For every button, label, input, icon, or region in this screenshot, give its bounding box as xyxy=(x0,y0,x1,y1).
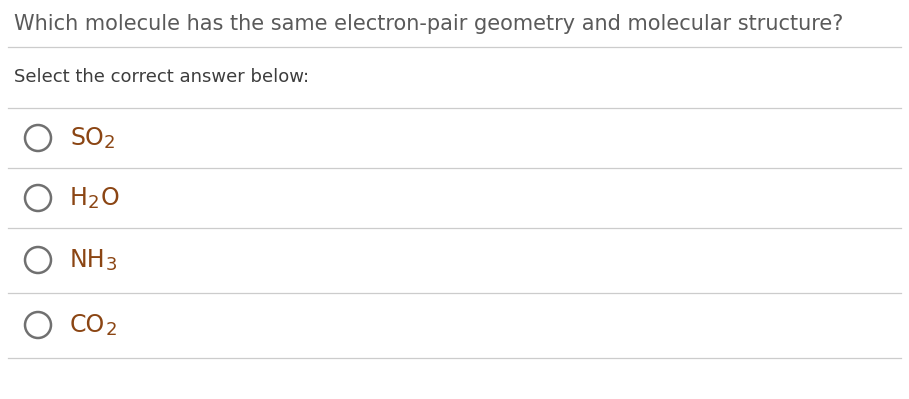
Text: Which molecule has the same electron-pair geometry and molecular structure?: Which molecule has the same electron-pai… xyxy=(14,14,844,34)
Text: Select the correct answer below:: Select the correct answer below: xyxy=(14,68,309,86)
Text: 2: 2 xyxy=(105,321,116,339)
Text: SO: SO xyxy=(70,126,104,150)
Text: CO: CO xyxy=(70,313,105,337)
Text: NH: NH xyxy=(70,248,105,272)
Text: 2: 2 xyxy=(104,134,115,152)
Text: O: O xyxy=(100,186,119,210)
Text: 2: 2 xyxy=(88,194,99,212)
Text: H: H xyxy=(70,186,88,210)
Text: 3: 3 xyxy=(105,256,117,274)
